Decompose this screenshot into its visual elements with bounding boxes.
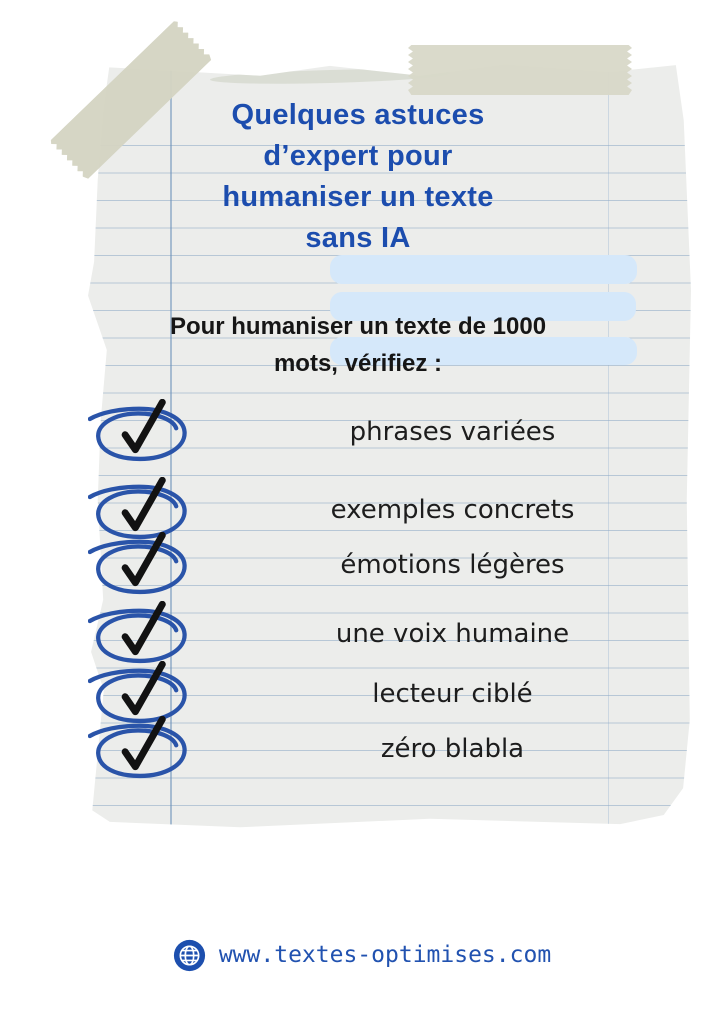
- title-line-1: Quelques astuces: [231, 99, 485, 131]
- tape-top-right: [408, 45, 632, 95]
- title-line-2: d’expert pour: [263, 140, 453, 172]
- website-url[interactable]: www.textes-optimises.com: [218, 942, 552, 968]
- footer: www.textes-optimises.com: [0, 930, 724, 980]
- checklist-item-label: une voix humaine: [335, 619, 570, 649]
- checkmark-circle-icon: [88, 532, 192, 598]
- highlight-bar-2: [330, 292, 636, 321]
- intro-line-1: Pour humaniser un texte de 1000: [169, 313, 547, 340]
- checklist-item: exemples concrets: [88, 475, 668, 545]
- checkmark-circle-icon: [88, 601, 192, 667]
- checklist-item-label: émotions légères: [340, 550, 565, 580]
- checklist-item: une voix humaine: [88, 599, 668, 669]
- checklist-item: émotions légères: [88, 530, 668, 600]
- right-margin-line: [608, 64, 609, 828]
- checklist-item: phrases variées: [88, 397, 668, 467]
- highlight-bar-1: [330, 255, 637, 284]
- checklist-item: zéro blabla: [88, 714, 668, 784]
- checkmark-circle-icon: [88, 399, 192, 465]
- checklist-item-label: zéro blabla: [380, 734, 525, 764]
- globe-icon: [173, 939, 205, 971]
- checklist-item-label: lecteur ciblé: [372, 679, 533, 709]
- page-title: Quelques astuces d’expert pour humaniser…: [55, 95, 661, 259]
- checkmark-circle-icon: [88, 716, 192, 782]
- checklist-item-label: phrases variées: [349, 417, 556, 447]
- title-line-4: sans IA: [305, 222, 411, 254]
- title-line-3: humaniser un texte: [222, 181, 494, 213]
- intro-line-2: mots, vérifiez :: [273, 350, 443, 377]
- highlight-bar-3: [330, 337, 637, 365]
- checklist-item: lecteur ciblé: [88, 659, 668, 729]
- intro-text: Pour humaniser un texte de 1000 mots, vé…: [88, 308, 628, 382]
- margin-line: [170, 64, 172, 828]
- checklist-item-label: exemples concrets: [330, 495, 575, 525]
